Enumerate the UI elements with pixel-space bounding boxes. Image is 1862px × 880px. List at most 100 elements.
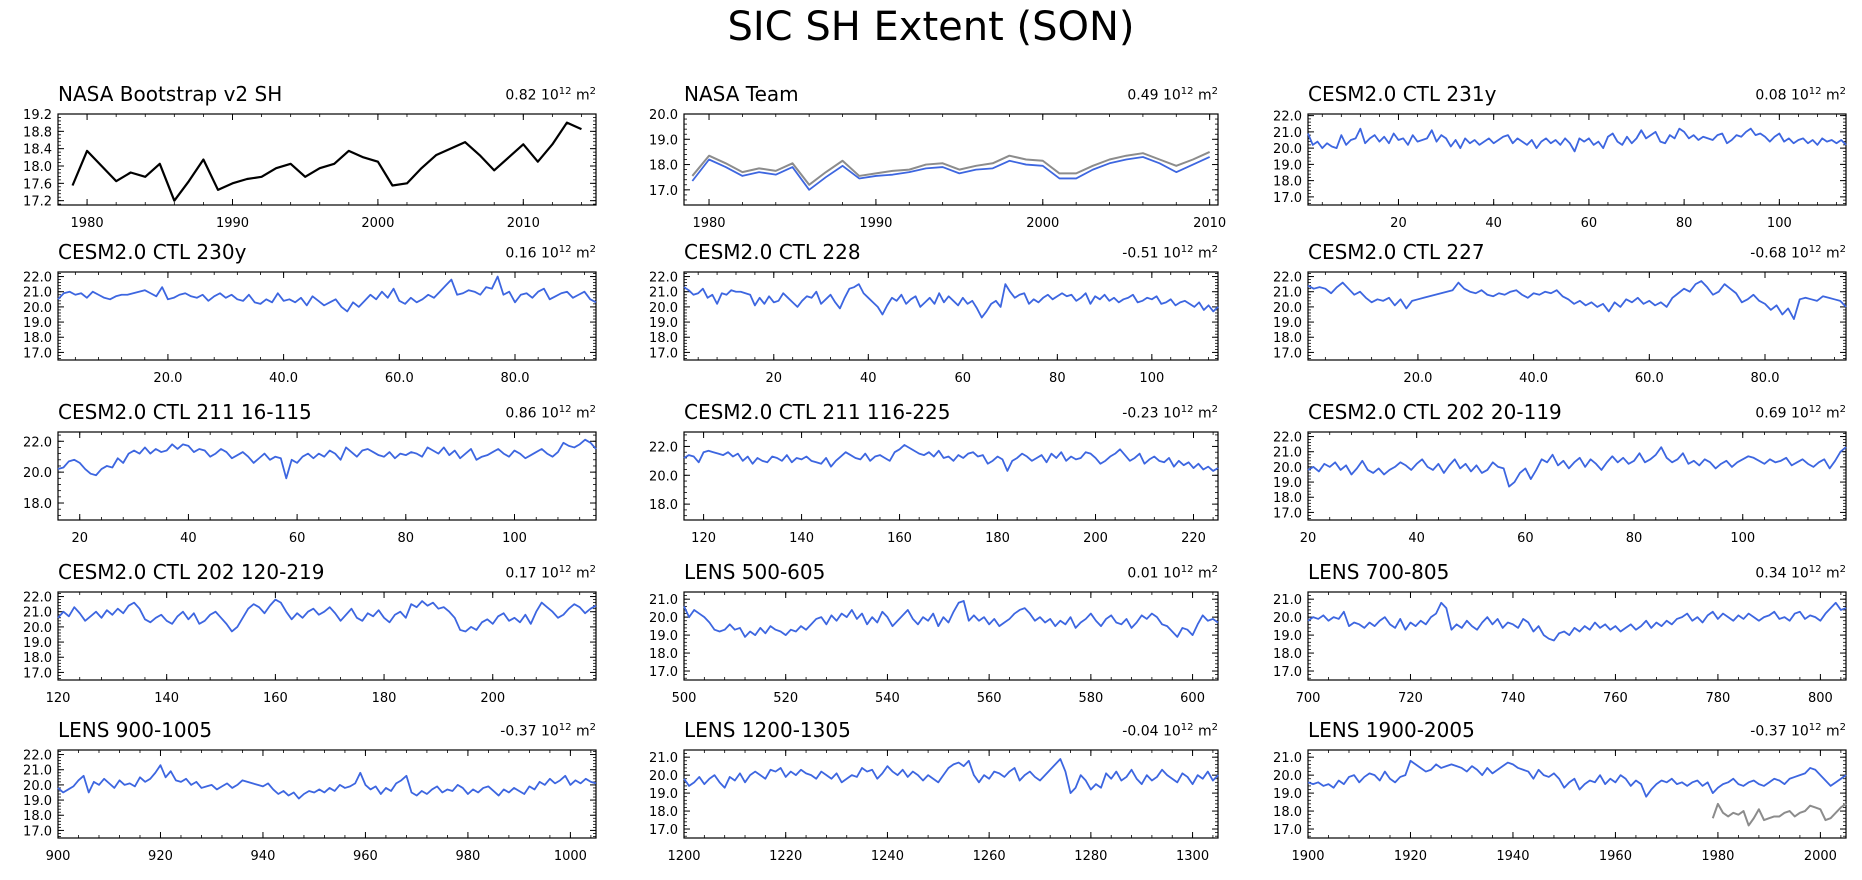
y-tick-label: 19.0 — [1273, 787, 1302, 802]
panel-plot: 17.018.019.020.021.022.0 20 40 60 80 100 — [649, 271, 1219, 386]
x-tick-label: 60.0 — [385, 371, 414, 386]
y-tick-label: 20.0 — [649, 469, 678, 484]
y-tick-label: 21.0 — [1273, 593, 1302, 608]
panel-trend-value: 0.01 1012 m2 — [1018, 564, 1218, 582]
x-tick-label: 200 — [1083, 531, 1108, 546]
y-tick-label: 19.0 — [1273, 629, 1302, 644]
unit-base: 10 — [540, 723, 559, 740]
panel-title: CESM2.0 CTL 228 — [684, 240, 861, 264]
series-line — [691, 151, 1211, 186]
panel-title: LENS 1200-1305 — [684, 718, 851, 742]
plot-frame — [57, 271, 597, 361]
y-tick-label: 19.0 — [23, 316, 52, 331]
panel-plot: 17.018.019.020.021.022.0 20 40 60 80 100 — [1273, 431, 1847, 546]
y-tick-label: 19.0 — [1273, 158, 1302, 173]
y-tick-label: 18.0 — [1273, 805, 1302, 820]
unit-suffix-exponent: 2 — [1839, 722, 1846, 733]
x-tick-label: 20.0 — [153, 371, 182, 386]
x-tick-label: 1990 — [859, 216, 892, 231]
y-tick-label: 22.0 — [1273, 271, 1302, 286]
x-tick-label: 1900 — [1291, 849, 1324, 864]
trend-value-number: 0.08 — [1755, 87, 1787, 104]
y-tick-label: 17.6 — [23, 177, 52, 192]
panel-plot: 17.0 18.0 19.0 20.0 21.0 700 720 740 760 780 800 — [1273, 591, 1847, 706]
plot-frame — [57, 591, 597, 681]
plot-frame — [1307, 113, 1847, 206]
panel-title: LENS 1900-2005 — [1308, 718, 1475, 742]
unit-exponent: 12 — [558, 244, 572, 255]
x-tick-label: 40 — [1408, 531, 1425, 546]
unit-suffix-exponent: 2 — [1839, 404, 1846, 415]
x-tick-label: 920 — [148, 849, 173, 864]
unit-base: 10 — [1162, 405, 1181, 422]
x-tick-label: 1240 — [871, 849, 904, 864]
y-tick-label: 21.0 — [1273, 286, 1302, 301]
x-tick-label: 760 — [1603, 691, 1628, 706]
panel-plot: 17.0 18.0 19.0 20.0 21.0 1900 1920 1940 1960 1980… — [1273, 749, 1847, 864]
panel-title: LENS 900-1005 — [58, 718, 213, 742]
x-tick-label: 980 — [455, 849, 480, 864]
x-tick-label: 220 — [1181, 531, 1206, 546]
unit-suffix-exponent: 2 — [589, 404, 596, 415]
unit-exponent: 12 — [1808, 86, 1822, 97]
y-tick-label: 18.0 — [649, 331, 678, 346]
y-tick-label: 19.0 — [649, 316, 678, 331]
x-tick-label: 540 — [875, 691, 900, 706]
y-tick-label: 20.0 — [649, 108, 678, 123]
y-tick-label: 17.0 — [1273, 665, 1302, 680]
x-tick-label: 1260 — [973, 849, 1006, 864]
unit-base: 10 — [540, 405, 559, 422]
y-tick-label: 20.0 — [649, 769, 678, 784]
x-tick-label: 2010 — [507, 216, 540, 231]
plot-frame — [683, 113, 1219, 206]
y-tick-label: 19.2 — [23, 108, 52, 123]
y-tick-label: 17.0 — [1273, 346, 1302, 361]
unit-suffix: m — [571, 565, 590, 582]
plot-frame — [57, 113, 597, 206]
x-tick-label: 20 — [71, 531, 88, 546]
y-tick-label: 18.0 — [23, 651, 52, 666]
y-tick-label: 18.0 — [1273, 647, 1302, 662]
unit-suffix-exponent: 2 — [1211, 722, 1218, 733]
x-tick-label: 60 — [289, 531, 306, 546]
x-tick-label: 520 — [773, 691, 798, 706]
series-line — [1307, 446, 1847, 488]
unit-suffix: m — [571, 87, 590, 104]
unit-exponent: 12 — [1180, 404, 1194, 415]
panel-trend-value: -0.23 1012 m2 — [1018, 404, 1218, 422]
y-tick-label: 22.0 — [23, 591, 52, 606]
panel-trend-value: -0.37 1012 m2 — [396, 722, 596, 740]
trend-value-number: 0.34 — [1755, 565, 1787, 582]
x-tick-label: 60 — [955, 371, 972, 386]
x-tick-label: 1940 — [1496, 849, 1529, 864]
y-tick-label: 20.0 — [23, 621, 52, 636]
x-tick-label: 200 — [480, 691, 505, 706]
panel-trend-value: 0.49 1012 m2 — [1018, 86, 1218, 104]
unit-base: 10 — [1162, 723, 1181, 740]
x-tick-label: 160 — [887, 531, 912, 546]
plot-frame — [1307, 591, 1847, 681]
x-tick-label: 40.0 — [1519, 371, 1548, 386]
y-tick-label: 20.0 — [23, 301, 52, 316]
unit-suffix-exponent: 2 — [1211, 404, 1218, 415]
series-line — [57, 598, 597, 633]
x-tick-label: 1990 — [216, 216, 249, 231]
series-line — [1307, 601, 1847, 642]
trend-value-number: 0.49 — [1127, 87, 1159, 104]
y-tick-label: 19.0 — [649, 629, 678, 644]
unit-base: 10 — [1790, 405, 1809, 422]
plot-frame — [1307, 749, 1847, 839]
x-tick-label: 900 — [46, 849, 71, 864]
x-tick-label: 20.0 — [1403, 371, 1432, 386]
y-tick-label: 18.0 — [23, 809, 52, 824]
x-tick-label: 40 — [860, 371, 877, 386]
plot-frame — [683, 271, 1219, 361]
y-tick-label: 17.0 — [23, 346, 52, 361]
y-tick-label: 22.0 — [23, 435, 52, 450]
unit-base: 10 — [540, 565, 559, 582]
panel-plot: 17.018.019.020.021.022.020.0 40.0 60.0 80.0 — [23, 271, 597, 386]
y-tick-label: 18.0 — [649, 159, 678, 174]
x-tick-label: 720 — [1398, 691, 1423, 706]
trend-value-number: 0.16 — [505, 245, 537, 262]
unit-base: 10 — [1790, 565, 1809, 582]
